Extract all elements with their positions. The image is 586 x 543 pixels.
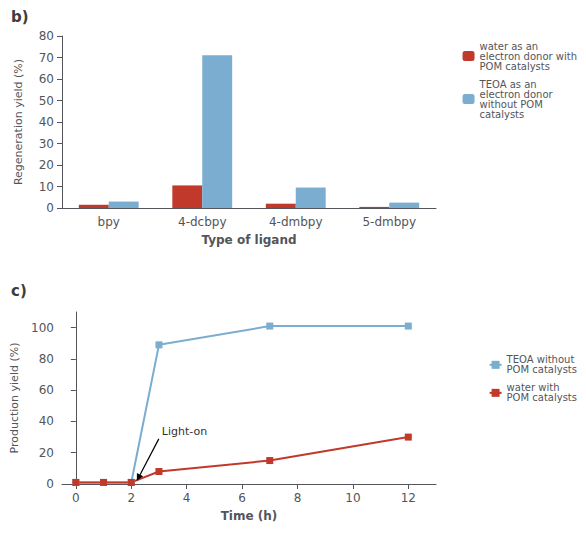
- svg-text:60: 60: [39, 72, 54, 86]
- svg-text:0: 0: [46, 477, 54, 491]
- svg-text:TEOA without: TEOA without: [506, 354, 575, 366]
- svg-text:c): c): [11, 282, 27, 300]
- svg-text:2: 2: [127, 491, 135, 505]
- svg-text:40: 40: [39, 115, 54, 129]
- svg-text:20: 20: [39, 446, 54, 460]
- svg-text:POM catalysts: POM catalysts: [507, 364, 577, 375]
- svg-text:10: 10: [39, 180, 54, 194]
- svg-text:5-dmbpy: 5-dmbpy: [362, 215, 416, 229]
- svg-text:4: 4: [183, 491, 191, 505]
- svg-text:bpy: bpy: [98, 215, 120, 229]
- svg-text:b): b): [11, 8, 29, 26]
- svg-text:60: 60: [39, 383, 54, 397]
- svg-text:water with: water with: [506, 382, 560, 394]
- svg-text:electron donor with: electron donor with: [479, 50, 577, 62]
- svg-text:30: 30: [39, 137, 54, 151]
- svg-text:50: 50: [39, 94, 54, 108]
- svg-text:electron donor: electron donor: [479, 88, 553, 100]
- svg-text:Time (h): Time (h): [221, 509, 278, 523]
- svg-text:water as an: water as an: [479, 40, 539, 52]
- svg-text:20: 20: [39, 158, 54, 172]
- svg-text:80: 80: [39, 352, 54, 366]
- svg-text:4-dmbpy: 4-dmbpy: [269, 215, 323, 229]
- svg-text:6: 6: [238, 491, 246, 505]
- svg-text:POM catalysts: POM catalysts: [480, 61, 550, 72]
- svg-text:10: 10: [345, 491, 360, 505]
- svg-text:40: 40: [39, 414, 54, 428]
- svg-text:Type of ligand: Type of ligand: [201, 233, 296, 247]
- svg-text:0: 0: [46, 201, 54, 215]
- svg-text:Regeneration yield (%): Regeneration yield (%): [12, 59, 25, 185]
- svg-text:TEOA as an: TEOA as an: [479, 78, 537, 90]
- svg-text:100: 100: [31, 321, 54, 335]
- svg-text:0: 0: [72, 491, 80, 505]
- svg-text:8: 8: [294, 491, 302, 505]
- svg-text:70: 70: [39, 51, 54, 65]
- svg-text:catalysts: catalysts: [480, 109, 525, 120]
- svg-text:12: 12: [401, 491, 416, 505]
- svg-text:POM catalysts: POM catalysts: [507, 392, 577, 403]
- svg-text:without POM: without POM: [479, 98, 543, 110]
- svg-text:4-dcbpy: 4-dcbpy: [178, 215, 227, 229]
- svg-text:Production yield (%): Production yield (%): [8, 343, 21, 454]
- svg-text:Light-on: Light-on: [162, 425, 207, 438]
- svg-text:80: 80: [39, 29, 54, 43]
